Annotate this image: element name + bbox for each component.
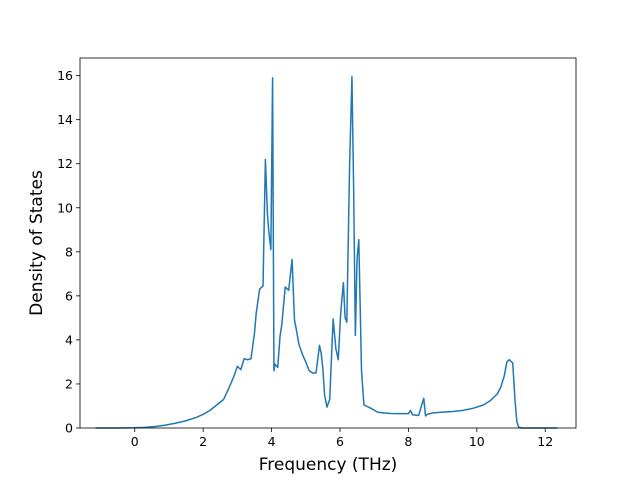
x-tick-label: 12: [537, 434, 553, 449]
y-tick-label: 16: [57, 68, 73, 83]
y-tick-label: 4: [65, 332, 73, 347]
plot-area-frame: [79, 57, 577, 429]
x-tick-label: 4: [268, 434, 276, 449]
x-ticks: 0 2 4 6 8 10 12: [131, 428, 553, 449]
y-tick-label: 12: [57, 156, 73, 171]
x-tick-label: 8: [404, 434, 412, 449]
x-tick-label: 0: [131, 434, 139, 449]
y-tick-label: 0: [65, 421, 73, 436]
y-tick-label: 10: [57, 200, 73, 215]
dos-series-line: [95, 75, 558, 429]
x-axis-label: Frequency (THz): [259, 455, 398, 475]
y-tick-label: 2: [65, 376, 73, 391]
y-tick-label: 6: [65, 288, 73, 303]
x-tick-label: 10: [469, 434, 485, 449]
y-tick-label: 8: [65, 244, 73, 259]
y-ticks: 0 2 4 6 8 10 12 14 16: [57, 68, 80, 436]
y-tick-label: 14: [57, 112, 73, 127]
x-tick-label: 2: [199, 434, 207, 449]
y-axis-label: Density of States: [27, 170, 47, 316]
x-tick-label: 6: [336, 434, 344, 449]
